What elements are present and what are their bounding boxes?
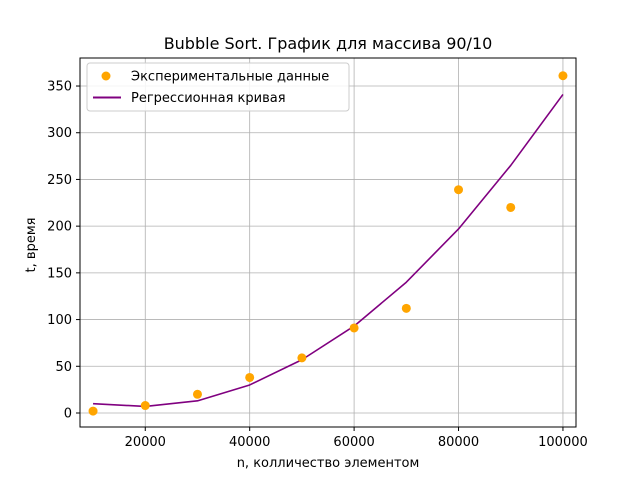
y-tick-label: 100 — [47, 313, 72, 328]
legend-box — [86, 62, 350, 112]
y-axis-label: t, время — [24, 218, 39, 273]
chart-title: Bubble Sort. График для массива 90/10 — [164, 34, 493, 53]
regression-line — [93, 93, 564, 408]
x-axis-ticks: 20000 40000 60000 80000 100000 — [125, 427, 588, 450]
grid — [80, 58, 576, 427]
data-point — [245, 372, 255, 382]
legend-marker-experimental — [101, 71, 111, 81]
data-point — [349, 323, 359, 333]
y-axis-ticks: 0 50 100 150 200 250 300 350 — [47, 80, 80, 421]
data-point — [401, 303, 411, 313]
legend-label-regression: Регрессионная кривая — [131, 91, 286, 106]
data-point — [88, 406, 98, 416]
y-tick-label: 150 — [47, 266, 72, 281]
y-tick-label: 50 — [55, 360, 72, 375]
axes-frame — [79, 57, 577, 428]
x-tick-label: 100000 — [538, 435, 588, 450]
x-tick-label: 60000 — [333, 435, 374, 450]
data-point — [140, 401, 150, 411]
legend-label-experimental: Экспериментальные данные — [131, 70, 329, 85]
data-point — [192, 389, 202, 399]
x-tick-label: 20000 — [125, 435, 166, 450]
data-point — [454, 185, 464, 195]
data-point — [297, 353, 307, 363]
y-tick-label: 0 — [64, 406, 72, 421]
legend: Экспериментальные данные Регрессионная к… — [86, 62, 350, 112]
regression-line-series — [93, 93, 564, 408]
y-tick-label: 200 — [47, 220, 72, 235]
experimental-points-series — [88, 71, 568, 416]
x-tick-label: 80000 — [438, 435, 479, 450]
x-axis-label: n, колличество элементом — [237, 456, 420, 471]
data-point — [506, 202, 516, 212]
y-tick-label: 300 — [47, 126, 72, 141]
data-point — [558, 71, 568, 81]
x-tick-label: 40000 — [229, 435, 270, 450]
y-tick-label: 350 — [47, 80, 72, 95]
y-tick-label: 250 — [47, 173, 72, 188]
